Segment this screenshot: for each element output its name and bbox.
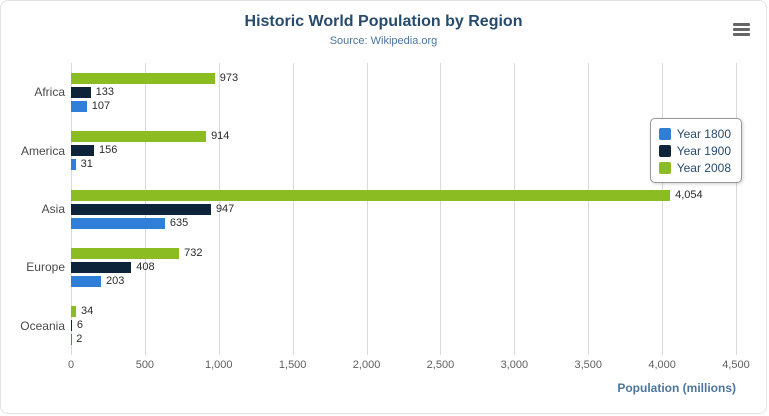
category-label-africa: Africa (34, 85, 65, 100)
data-label: 133 (95, 85, 114, 98)
gridline (514, 63, 516, 355)
gridline (366, 63, 368, 355)
data-label: 156 (99, 144, 118, 157)
data-label: 973 (219, 71, 239, 84)
category-label-oceania: Oceania (20, 318, 65, 333)
hamburger-icon (733, 23, 750, 26)
data-label: 2 (76, 333, 83, 346)
bar-year-2008-africa[interactable] (71, 72, 215, 84)
legend-item-year-2008[interactable]: Year 2008 (658, 159, 731, 176)
x-tick-label: 4,500 (722, 359, 750, 371)
gridline (662, 63, 664, 355)
x-tick-label: 0 (67, 359, 75, 371)
bar-year-1800-america[interactable] (71, 159, 76, 171)
data-label: 947 (215, 202, 235, 215)
chart-title: Historic World Population by Region (244, 13, 523, 30)
x-tick-label: 500 (135, 359, 155, 371)
bar-year-1900-oceania[interactable] (71, 320, 72, 332)
gridline (218, 63, 220, 355)
legend-swatch-icon (658, 144, 671, 157)
hamburger-icon (733, 33, 750, 36)
bar-year-2008-europe[interactable] (71, 247, 180, 259)
legend-item-year-1800[interactable]: Year 1800 (658, 125, 731, 142)
x-tick-label: 2,000 (352, 359, 381, 371)
data-label: 635 (169, 216, 189, 229)
legend-label: Year 2008 (676, 160, 731, 175)
x-tick-label: 3,500 (574, 359, 602, 371)
data-label: 732 (184, 246, 203, 259)
gridline (588, 63, 590, 355)
bar-year-1900-africa[interactable] (71, 86, 91, 98)
x-tick-label: 1,500 (278, 359, 307, 371)
bar-year-2008-oceania[interactable] (71, 306, 77, 318)
bar-year-1900-europe[interactable] (71, 261, 132, 273)
legend-swatch-icon (658, 161, 671, 174)
legend-item-year-1900[interactable]: Year 1900 (658, 142, 731, 159)
data-label: 6 (76, 319, 83, 332)
data-label: 107 (91, 99, 111, 112)
data-label: 4,054 (675, 188, 703, 201)
data-label: 408 (136, 260, 155, 273)
category-label-europe: Europe (26, 260, 65, 275)
category-label-america: America (20, 143, 65, 158)
legend: Year 1800 Year 1900 Year 2008 (649, 118, 742, 183)
data-label: 914 (211, 130, 230, 143)
gridline (292, 63, 294, 355)
data-label: 203 (105, 274, 125, 287)
gridline (736, 63, 737, 355)
plot-area: 973 133 107 914 156 31 4,054 947 635 732 408 203 34 6… (71, 63, 737, 355)
bar-year-1800-africa[interactable] (71, 100, 87, 112)
x-tick-label: 3,000 (500, 359, 529, 371)
bar-year-1800-asia[interactable] (71, 217, 165, 229)
bar-year-1900-america[interactable] (71, 145, 95, 157)
bar-year-1800-europe[interactable] (71, 275, 101, 287)
x-tick-label: 2,500 (426, 359, 455, 371)
category-label-asia: Asia (41, 202, 65, 216)
x-axis-title: Population (millions) (617, 381, 736, 395)
legend-label: Year 1900 (676, 143, 731, 158)
chart-subtitle: Source: Wikipedia.org (329, 35, 438, 47)
data-label: 34 (81, 305, 94, 318)
bar-year-2008-america[interactable] (71, 131, 207, 143)
legend-swatch-icon (658, 127, 671, 140)
data-label: 31 (80, 158, 93, 171)
gridline (440, 63, 442, 355)
x-tick-label: 4,000 (648, 359, 676, 371)
bar-year-1900-asia[interactable] (71, 203, 211, 215)
legend-label: Year 1800 (676, 126, 731, 141)
export-menu-button[interactable] (733, 23, 750, 36)
bar-year-2008-asia[interactable] (71, 189, 671, 201)
hamburger-icon (733, 28, 750, 31)
x-tick-label: 1,000 (205, 359, 233, 371)
